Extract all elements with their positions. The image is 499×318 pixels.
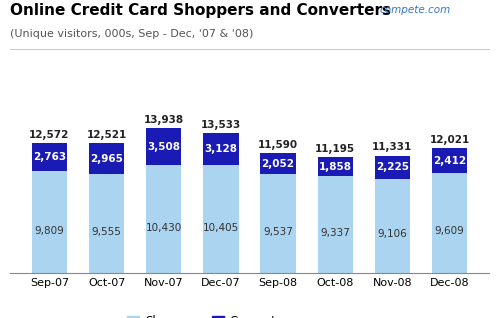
Text: 9,106: 9,106	[378, 229, 407, 239]
Text: 2,225: 2,225	[376, 162, 409, 172]
Bar	[146, 165, 182, 273]
Text: 9,809: 9,809	[34, 225, 64, 236]
Text: 9,337: 9,337	[320, 228, 350, 238]
Text: 2,965: 2,965	[90, 154, 123, 163]
Bar	[203, 165, 239, 273]
Bar	[146, 128, 182, 165]
Bar	[32, 143, 67, 171]
Text: 11,590: 11,590	[258, 140, 298, 150]
Text: 13,938: 13,938	[144, 115, 184, 125]
Bar	[260, 174, 296, 273]
Bar	[89, 174, 124, 273]
Bar	[203, 133, 239, 165]
Text: 13,533: 13,533	[201, 120, 241, 129]
Bar	[89, 143, 124, 174]
Text: 9,537: 9,537	[263, 227, 293, 237]
Bar	[432, 174, 467, 273]
Text: 12,572: 12,572	[29, 129, 70, 140]
Text: 11,331: 11,331	[372, 142, 413, 152]
Text: (Unique visitors, 000s, Sep - Dec, '07 & '08): (Unique visitors, 000s, Sep - Dec, '07 &…	[10, 29, 253, 38]
Bar	[317, 176, 353, 273]
Text: 10,405: 10,405	[203, 223, 239, 233]
Text: 9,609: 9,609	[435, 226, 465, 237]
Bar	[375, 179, 410, 273]
Bar	[32, 171, 67, 273]
Text: 3,128: 3,128	[205, 144, 238, 154]
Bar	[317, 157, 353, 176]
Text: 3,508: 3,508	[147, 142, 180, 152]
Text: compete.com: compete.com	[379, 5, 451, 15]
Text: 1,858: 1,858	[319, 162, 352, 172]
Text: 9,555: 9,555	[92, 227, 122, 237]
Text: Online Credit Card Shoppers and Converters: Online Credit Card Shoppers and Converte…	[10, 3, 391, 18]
Text: 2,412: 2,412	[433, 156, 466, 166]
Bar	[432, 149, 467, 174]
Legend: Shoppers, Converters: Shoppers, Converters	[123, 310, 300, 318]
Text: 2,052: 2,052	[261, 159, 294, 169]
Text: 12,021: 12,021	[430, 135, 470, 145]
Text: 12,521: 12,521	[86, 130, 127, 140]
Bar	[260, 153, 296, 174]
Text: 11,195: 11,195	[315, 144, 355, 154]
Text: 2,763: 2,763	[33, 152, 66, 162]
Bar	[375, 156, 410, 179]
Text: 10,430: 10,430	[146, 223, 182, 233]
